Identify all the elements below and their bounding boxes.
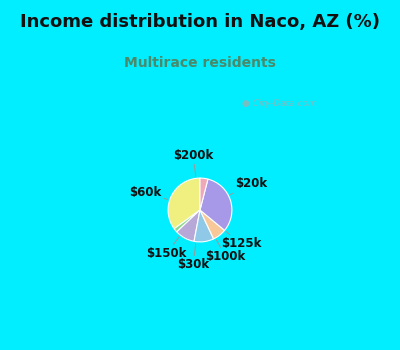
Wedge shape <box>200 178 208 210</box>
Wedge shape <box>168 178 200 229</box>
Wedge shape <box>200 210 224 239</box>
Text: $100k: $100k <box>206 240 246 263</box>
Text: ● City-Data.com: ● City-Data.com <box>242 99 317 108</box>
Wedge shape <box>174 210 200 232</box>
Text: Income distribution in Naco, AZ (%): Income distribution in Naco, AZ (%) <box>20 13 380 30</box>
Wedge shape <box>200 179 232 230</box>
Text: $30k: $30k <box>177 244 209 271</box>
Text: $20k: $20k <box>230 177 267 195</box>
Wedge shape <box>177 210 200 242</box>
Text: $200k: $200k <box>173 149 213 176</box>
Wedge shape <box>194 210 214 242</box>
Text: $125k: $125k <box>221 232 261 250</box>
Text: $60k: $60k <box>129 186 168 200</box>
Text: $150k: $150k <box>146 237 186 260</box>
Text: Multirace residents: Multirace residents <box>124 56 276 70</box>
